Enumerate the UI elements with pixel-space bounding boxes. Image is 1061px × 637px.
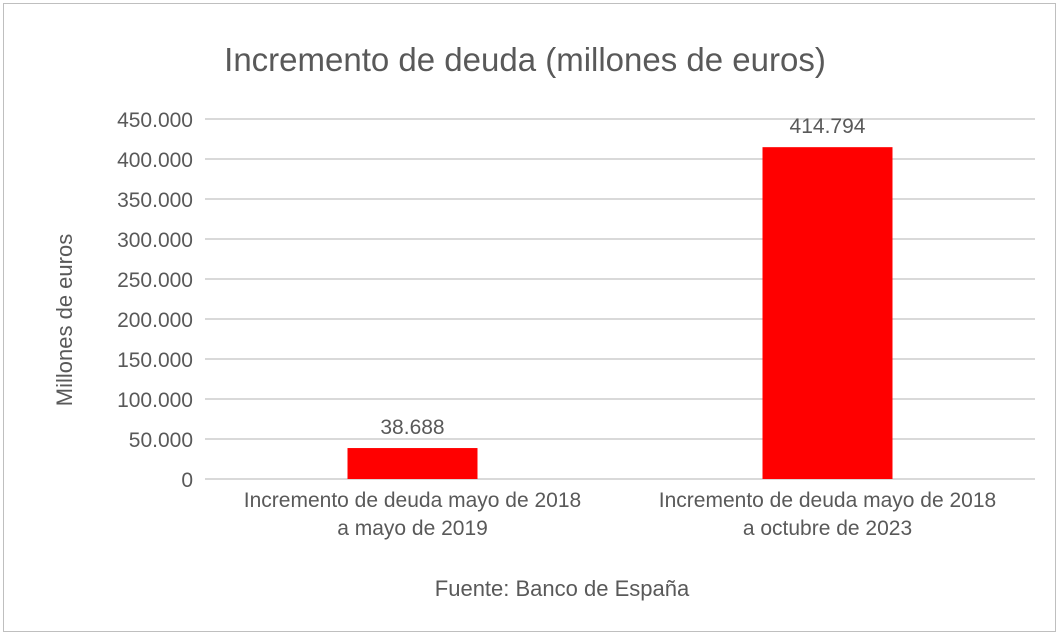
x-tick-label: a octubre de 2023 — [743, 517, 912, 540]
y-tick-label: 50.000 — [129, 429, 193, 452]
x-axis-label: Fuente: Banco de España — [435, 576, 690, 601]
x-tick-label: a mayo de 2019 — [337, 517, 488, 540]
y-tick-label: 350.000 — [117, 189, 193, 212]
y-tick-label: 300.000 — [117, 229, 193, 252]
bar — [347, 448, 478, 479]
y-tick-label: 250.000 — [117, 269, 193, 292]
y-tick-label: 450.000 — [117, 109, 193, 132]
chart-frame — [3, 3, 1056, 632]
x-tick-label: Incremento de deuda mayo de 2018 — [244, 489, 581, 512]
data-label: 38.688 — [380, 416, 444, 439]
chart-title: Incremento de deuda (millones de euros) — [224, 41, 826, 78]
y-tick-label: 200.000 — [117, 309, 193, 332]
x-tick-label: Incremento de deuda mayo de 2018 — [659, 489, 996, 512]
data-label: 414.794 — [790, 115, 866, 138]
y-tick-label: 0 — [181, 469, 193, 492]
y-tick-label: 150.000 — [117, 349, 193, 372]
y-axis-label: Millones de euros — [52, 234, 77, 406]
bar — [762, 147, 893, 479]
y-tick-label: 400.000 — [117, 149, 193, 172]
y-tick-label: 100.000 — [117, 389, 193, 412]
